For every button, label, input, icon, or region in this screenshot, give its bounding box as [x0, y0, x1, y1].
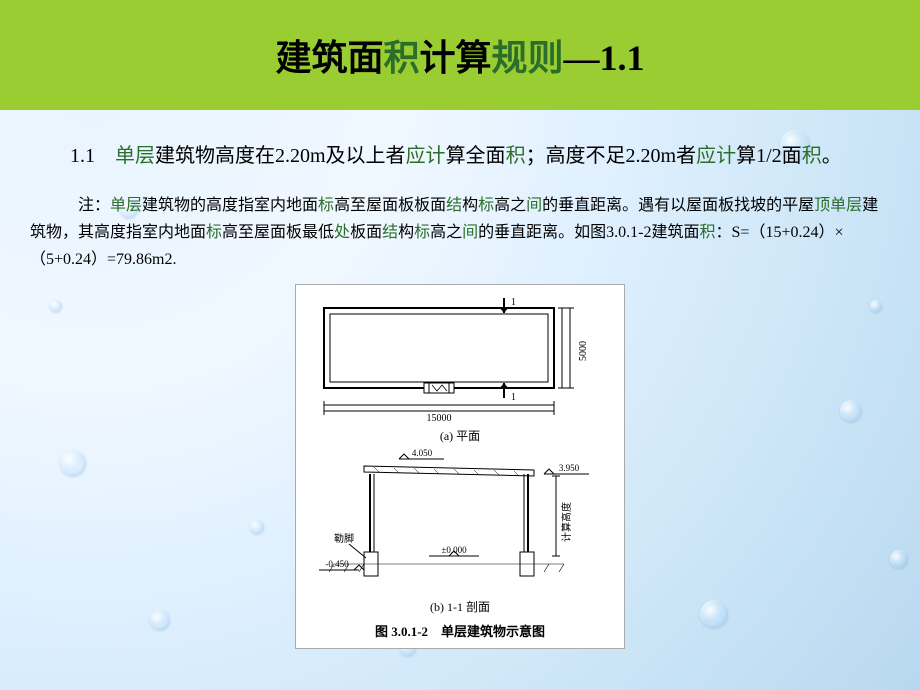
- rule-seg: 。: [822, 145, 842, 167]
- title-part-green: 规则: [492, 38, 564, 78]
- section-mark-top: 1: [511, 297, 516, 308]
- note-seg: 注：: [78, 197, 110, 214]
- note-seg: 板面: [350, 224, 382, 241]
- note-seg-g: 处: [334, 224, 350, 241]
- note-seg-g: 顶单层: [814, 197, 862, 214]
- elev-below: -0.450: [325, 559, 349, 569]
- note-seg-g: 结: [446, 197, 462, 214]
- section-svg: 4.050 3.950 ±0.000 -0.450: [304, 444, 614, 594]
- plan-svg: 1 1 5000: [304, 293, 614, 423]
- section-label: (b) 1-1 剖面: [304, 598, 616, 615]
- plan-label: (a) 平面: [304, 427, 616, 444]
- dim-w: 15000: [427, 413, 452, 423]
- rule-seg-g: 应计: [696, 145, 736, 167]
- diagram-container: 1 1 5000: [30, 284, 890, 649]
- rule-seg: 算1/2面: [736, 145, 802, 167]
- note-seg: 的垂直距离。遇有以屋面板找坡的平屋: [542, 197, 814, 214]
- diagram: 1 1 5000: [295, 284, 625, 649]
- rule-seg-g: 单层: [115, 145, 155, 167]
- note-seg-g: 间: [526, 197, 542, 214]
- note-seg: 建筑物的高度指室内地面: [142, 197, 318, 214]
- elev-top: 4.050: [412, 448, 433, 458]
- note-seg-g: 标: [318, 197, 334, 214]
- section-mark-bot: 1: [511, 392, 516, 403]
- note-seg: 构: [462, 197, 478, 214]
- rule-seg: 1.1: [70, 145, 115, 167]
- note-seg-g: 标: [414, 224, 430, 241]
- dim-h: 5000: [578, 341, 589, 361]
- note-seg-g: 单层: [110, 197, 142, 214]
- slide-title: 建筑面积计算规则—1.1: [275, 29, 644, 81]
- rule-seg: 算全面: [446, 145, 506, 167]
- note-seg-g: 积: [700, 224, 716, 241]
- label-lejiao: 勒脚: [334, 532, 354, 545]
- note-seg: 构: [398, 224, 414, 241]
- rule-seg-g: 积: [802, 145, 822, 167]
- note-seg: 高至屋面板最低: [222, 224, 334, 241]
- note-seg: 高至屋面板板面: [334, 197, 446, 214]
- diagram-caption: 图 3.0.1-2 单层建筑物示意图: [304, 621, 616, 640]
- rule-seg-g: 积: [506, 145, 526, 167]
- slide-header: 建筑面积计算规则—1.1: [0, 0, 920, 110]
- rule-seg: ；高度不足2.20m者: [526, 145, 697, 167]
- note-seg: 高之: [494, 197, 526, 214]
- title-part: —1.1: [564, 38, 645, 78]
- note-seg: 高之: [430, 224, 462, 241]
- elev-right: 3.950: [559, 463, 580, 473]
- title-part: 计算: [420, 38, 492, 78]
- note-seg-g: 标: [478, 197, 494, 214]
- elev-ground: ±0.000: [441, 545, 467, 555]
- note-seg-g: 标: [206, 224, 222, 241]
- note-seg-g: 间: [462, 224, 478, 241]
- note-seg: 的垂直距离。如图3.0.1-2建筑面: [478, 224, 699, 241]
- slide-content: 1.1 单层建筑物高度在2.20m及以上者应计算全面积；高度不足2.20m者应计…: [0, 110, 920, 659]
- note-text: 注：单层建筑物的高度指室内地面标高至屋面板板面结构标高之间的垂直距离。遇有以屋面…: [30, 192, 890, 274]
- rule-seg-g: 应计: [406, 145, 446, 167]
- title-part: 建筑面: [275, 38, 383, 78]
- label-calc-height: 计算高度: [560, 502, 573, 542]
- rule-text: 1.1 单层建筑物高度在2.20m及以上者应计算全面积；高度不足2.20m者应计…: [30, 140, 890, 172]
- rule-seg: 建筑物高度在2.20m及以上者: [155, 145, 406, 167]
- title-part-green: 积: [383, 38, 419, 78]
- note-seg-g: 结: [382, 224, 398, 241]
